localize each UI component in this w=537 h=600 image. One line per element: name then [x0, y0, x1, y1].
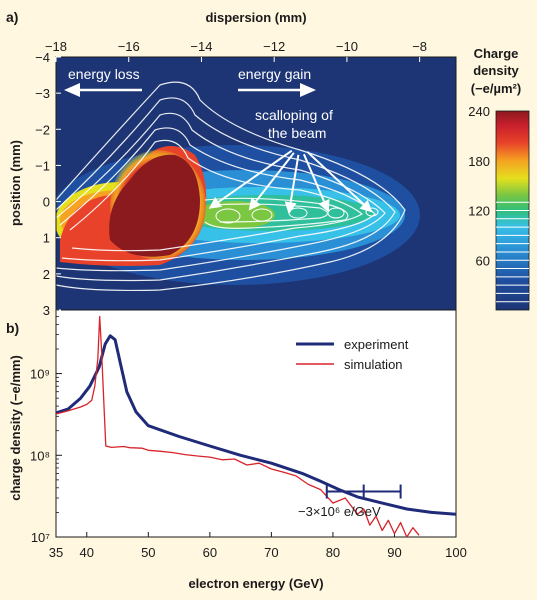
heatmap-x-tick-label: −18 [45, 39, 67, 54]
heatmap-y-tick-label: 3 [43, 303, 50, 318]
line-plot-frame [55, 309, 457, 538]
line-y-ticks: 10⁷ 10⁸ 10⁹ [30, 309, 62, 545]
heatmap-y-tick-label: −2 [35, 122, 50, 137]
scallop-arrow [289, 154, 300, 203]
heatmap-beam [56, 81, 420, 292]
heatmap-x-tick-label: −8 [412, 39, 427, 54]
energy-gain-arrowhead [300, 83, 316, 97]
line-x-tick-label: 80 [326, 545, 340, 560]
line-y-tick-label: 10⁹ [30, 367, 50, 382]
line-series [56, 315, 456, 537]
colorbar-tick-label: 240 [468, 104, 490, 119]
scallop-arrowhead [318, 199, 330, 213]
line-x-tick-label: 60 [203, 545, 217, 560]
colorbar-contour-lines [496, 201, 529, 303]
error-bar-annotation: −3×10⁶ e/GeV [298, 504, 381, 519]
direction-arrows [64, 83, 316, 97]
line-x-tick-label: 35 [49, 545, 63, 560]
colorbar-tick-label: 60 [476, 253, 490, 268]
scallop-arrows [208, 149, 373, 215]
energy-gain-label: energy gain [238, 66, 311, 82]
scallop-arrow [255, 152, 295, 202]
scallop-arrowhead [359, 199, 373, 213]
panel-a-label: a) [6, 9, 18, 25]
legend-label-experiment: experiment [344, 337, 409, 352]
colorbar-title-line3: (−e/µm²) [471, 81, 521, 96]
energy-loss-label: energy loss [68, 66, 140, 82]
line-x-tick-label: 50 [141, 545, 155, 560]
colorbar-ticks: 240 180 120 60 [468, 104, 490, 268]
line-legend: experiment simulation [296, 337, 409, 372]
heatmap-y-tick-label: 2 [43, 267, 50, 282]
heatmap-x-tick-label: −10 [336, 39, 358, 54]
heatmap-y-axis-title: position (mm) [8, 140, 23, 226]
series-line-experiment [56, 334, 456, 516]
line-y-tick-label: 10⁷ [31, 530, 50, 545]
heatmap-y-tick-label: 0 [43, 195, 50, 210]
line-y-axis-title: charge density (−e/mm) [8, 355, 23, 501]
heatmap-y-tick-label: −1 [35, 158, 50, 173]
line-x-axis-title: electron energy (GeV) [188, 576, 323, 591]
scallop-arrow [303, 153, 325, 202]
line-x-tick-label: 70 [264, 545, 278, 560]
energy-loss-arrowhead [64, 83, 80, 97]
scallop-arrowhead [208, 197, 223, 209]
heatmap-x-tick-label: −14 [190, 39, 212, 54]
scallop-arrow [306, 151, 365, 205]
line-x-tick-label: 40 [80, 545, 94, 560]
heatmap-y-tick-label: 1 [43, 231, 50, 246]
error-bar [325, 484, 402, 499]
colorbar-title-line2: density [473, 63, 519, 78]
colorbar-tick-label: 180 [468, 154, 490, 169]
scalloping-label-line1: scalloping of [255, 107, 333, 123]
scallop-arrowhead [284, 201, 297, 215]
scallop-arrowhead [248, 197, 261, 211]
heatmap-y-ticks: −4 −3 −2 −1 0 1 2 3 [35, 50, 61, 318]
heatmap-x-tick-label: −12 [263, 39, 285, 54]
line-x-tick-label: 90 [387, 545, 401, 560]
heatmap-x-axis-title: dispersion (mm) [205, 10, 306, 25]
line-plot-background [56, 310, 456, 537]
heatmap-y-tick-label: −4 [35, 50, 50, 65]
legend-label-simulation: simulation [344, 357, 403, 372]
scalloping-label-line2: the beam [268, 125, 326, 141]
heatmap-y-tick-label: −3 [35, 86, 50, 101]
line-y-tick-label: 10⁸ [30, 448, 50, 463]
heatmap-x-ticks: −18 −16 −14 −12 −10 −8 [45, 39, 427, 62]
series-line-simulation [56, 315, 420, 537]
scallop-arrow [217, 149, 293, 203]
colorbar-tick-label: 120 [468, 204, 490, 219]
colorbar-title-line1: Charge [474, 46, 519, 61]
line-x-ticks: 35 40 50 60 70 80 90 100 [49, 532, 467, 560]
heatmap-x-tick-label: −16 [118, 39, 140, 54]
line-x-tick-label: 100 [445, 545, 467, 560]
panel-b-label: b) [6, 320, 19, 336]
